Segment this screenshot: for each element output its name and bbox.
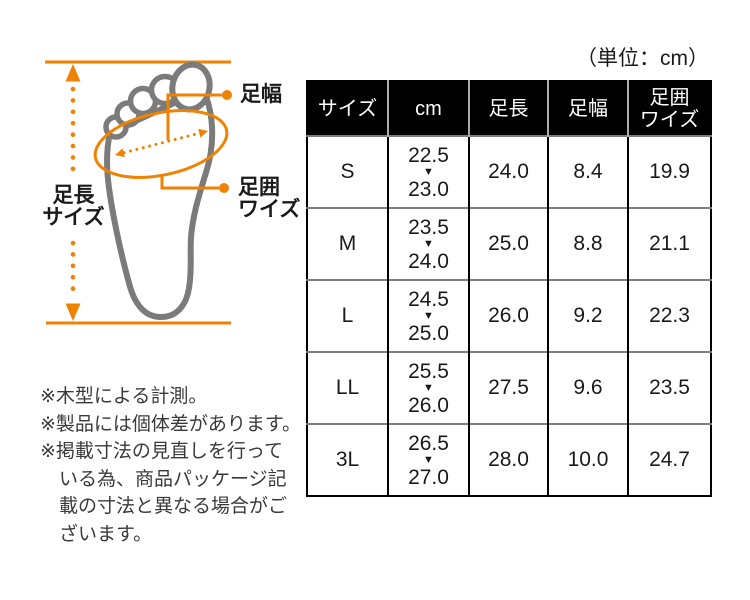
table-row: M 23.5 ▼ 24.0 25.0 8.8 21.1 <box>307 207 711 280</box>
cell-foot-width: 9.6 <box>547 351 628 424</box>
unit-label: （単位：cm） <box>576 47 709 70</box>
cell-foot-width: 10.0 <box>547 423 628 496</box>
range-arrow-icon: ▼ <box>423 453 434 466</box>
note-line: ※木型による計測。 <box>40 386 208 407</box>
cm-range-to: 26.0 <box>408 393 449 417</box>
cm-range-to: 25.0 <box>408 321 449 345</box>
size-table-header-row: サイズ cm 足長 足幅 足囲 ワイズ <box>307 81 711 136</box>
girth-ellipse <box>93 109 229 179</box>
cm-range-from: 22.5 <box>408 143 449 167</box>
cell-foot-girth: 24.7 <box>627 423 711 496</box>
table-row: LL 25.5 ▼ 26.0 27.5 9.6 23.5 <box>307 351 711 424</box>
range-arrow-icon: ▼ <box>423 237 434 250</box>
cell-foot-length: 25.0 <box>468 207 548 280</box>
cell-foot-length: 27.5 <box>468 351 548 424</box>
note-line: ざいます。 <box>40 523 153 545</box>
header-foot-length: 足長 <box>468 81 548 136</box>
foot-length-label: 足長 サイズ <box>42 184 105 229</box>
cm-range-from: 25.5 <box>408 359 449 383</box>
length-arrow-up-icon <box>65 64 81 82</box>
width-dotted-arrow-line <box>122 131 201 155</box>
foot-width-callout-line <box>166 93 222 140</box>
foot-outline-illustration <box>103 61 216 321</box>
header-cm: cm <box>387 81 469 136</box>
note-line: いる為、商品パッケージ記 <box>40 468 287 490</box>
cell-foot-length: 24.0 <box>468 135 548 208</box>
note-line: ※掲載寸法の見直しを行って <box>40 441 283 462</box>
cell-foot-girth: 22.3 <box>627 279 711 352</box>
cell-size: 3L <box>307 423 388 496</box>
header-foot-girth: 足囲 ワイズ <box>627 81 711 136</box>
cm-range-from: 24.5 <box>408 287 449 311</box>
header-foot-width: 足幅 <box>547 81 628 136</box>
range-arrow-icon: ▼ <box>423 309 434 322</box>
width-arrowhead-left-icon <box>115 148 125 158</box>
range-arrow-icon: ▼ <box>423 381 434 394</box>
foot-girth-callout-line <box>160 175 219 190</box>
cell-foot-girth: 21.1 <box>627 207 711 280</box>
foot-width-label: 足幅 <box>240 83 282 106</box>
big-toe <box>169 61 213 113</box>
width-arrowhead-right-icon <box>198 128 208 138</box>
cell-foot-length: 26.0 <box>468 279 548 352</box>
cell-size: L <box>307 279 388 352</box>
cell-size: M <box>307 207 388 280</box>
foot-girth-callout-dot <box>219 183 229 193</box>
note-line: ※製品には個体差があります。 <box>40 413 302 435</box>
length-arrow-down-icon <box>65 303 81 321</box>
cell-size: S <box>307 135 388 208</box>
cell-size: LL <box>307 351 388 424</box>
cell-foot-girth: 23.5 <box>627 351 711 424</box>
cell-foot-width: 8.8 <box>547 207 628 280</box>
cell-foot-length: 28.0 <box>468 423 548 496</box>
cell-cm-range: 23.5 ▼ 24.0 <box>387 207 469 280</box>
range-arrow-icon: ▼ <box>423 165 434 178</box>
table-row: S 22.5 ▼ 23.0 24.0 8.4 19.9 <box>307 135 711 208</box>
foot-girth-label: 足囲 ワイズ <box>238 176 301 221</box>
cell-cm-range: 22.5 ▼ 23.0 <box>387 135 469 208</box>
table-row: L 24.5 ▼ 25.0 26.0 9.2 22.3 <box>307 279 711 352</box>
cell-cm-range: 24.5 ▼ 25.0 <box>387 279 469 352</box>
cell-cm-range: 26.5 ▼ 27.0 <box>387 423 469 496</box>
header-size: サイズ <box>307 81 388 136</box>
cell-foot-width: 9.2 <box>547 279 628 352</box>
foot-width-callout-dot <box>222 90 232 100</box>
note-line: 載の寸法と異なる場合がご <box>40 496 288 517</box>
cm-range-from: 23.5 <box>408 215 449 239</box>
size-table: サイズ cm 足長 足幅 足囲 ワイズ S 22.5 ▼ 23.0 <box>306 80 712 497</box>
cell-foot-width: 8.4 <box>547 135 628 208</box>
size-table-body: S 22.5 ▼ 23.0 24.0 8.4 19.9 M <box>307 135 711 496</box>
cell-cm-range: 25.5 ▼ 26.0 <box>387 351 469 424</box>
cm-range-to: 24.0 <box>408 249 449 273</box>
notes: ※木型による計測。 ※製品には個体差があります。 ※掲載寸法の見直しを行って い… <box>40 383 301 548</box>
cell-foot-girth: 19.9 <box>627 135 711 208</box>
foot-measurement-diagram <box>45 60 232 325</box>
cm-range-to: 27.0 <box>408 465 449 489</box>
cm-range-to: 23.0 <box>408 177 449 201</box>
cm-range-from: 26.5 <box>408 431 449 455</box>
table-row: 3L 26.5 ▼ 27.0 28.0 10.0 24.7 <box>307 423 711 496</box>
